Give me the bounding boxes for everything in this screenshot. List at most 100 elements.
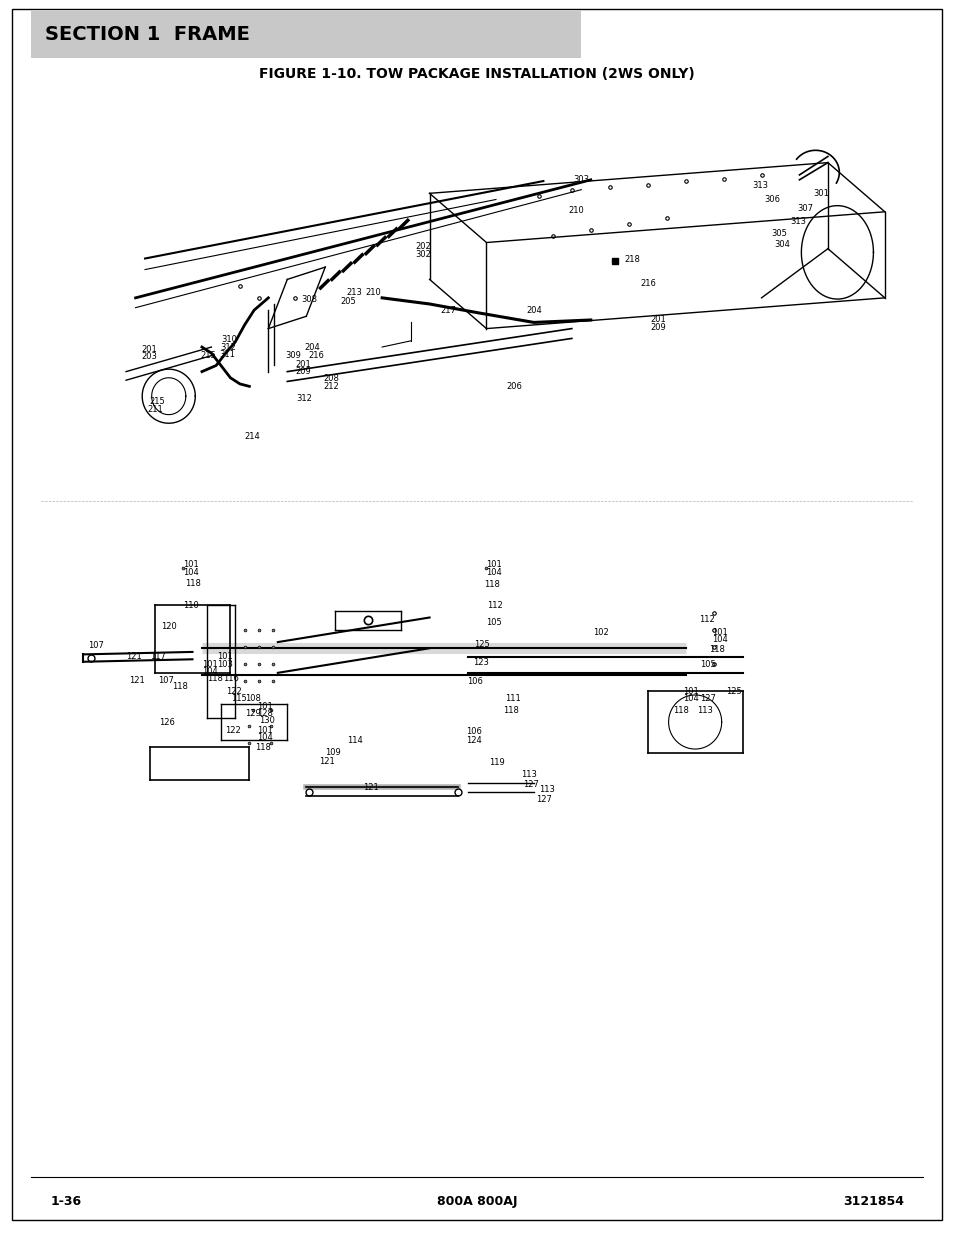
Text: 206: 206 <box>506 382 521 390</box>
Text: 121: 121 <box>318 757 334 766</box>
Text: 201: 201 <box>141 345 157 354</box>
Text: 210: 210 <box>365 289 380 298</box>
Text: 118: 118 <box>673 706 688 715</box>
Text: 102: 102 <box>592 627 608 637</box>
Text: 209: 209 <box>650 322 665 332</box>
Text: 217: 217 <box>439 305 456 315</box>
Text: 124: 124 <box>465 736 481 745</box>
Text: 208: 208 <box>323 374 339 384</box>
Text: 101: 101 <box>256 701 273 710</box>
Text: 1-36: 1-36 <box>51 1195 81 1208</box>
Text: 101: 101 <box>682 687 698 695</box>
Text: 103: 103 <box>217 659 233 668</box>
Text: 204: 204 <box>304 342 320 352</box>
Text: 129: 129 <box>244 709 260 718</box>
Text: 109: 109 <box>325 748 340 757</box>
Text: 104: 104 <box>202 667 217 676</box>
Text: 313: 313 <box>751 182 767 190</box>
Text: 121: 121 <box>126 652 142 661</box>
Text: 202: 202 <box>415 242 431 251</box>
Text: SECTION 1  FRAME: SECTION 1 FRAME <box>46 25 250 44</box>
Text: 113: 113 <box>697 706 712 715</box>
Text: 118: 118 <box>207 674 222 683</box>
Text: 127: 127 <box>523 781 538 789</box>
Text: 304: 304 <box>773 241 789 249</box>
Text: 106: 106 <box>467 677 483 685</box>
Text: 305: 305 <box>770 230 786 238</box>
Text: 214: 214 <box>244 432 260 441</box>
Text: 111: 111 <box>505 694 520 703</box>
FancyBboxPatch shape <box>31 11 580 58</box>
Text: 114: 114 <box>347 736 362 745</box>
Text: 311: 311 <box>219 350 234 359</box>
Text: 118: 118 <box>172 682 188 690</box>
Text: 130: 130 <box>258 716 274 725</box>
Text: 201: 201 <box>294 359 311 369</box>
Text: 125: 125 <box>725 687 741 695</box>
Text: 104: 104 <box>183 568 198 577</box>
Text: 105: 105 <box>486 618 501 627</box>
Text: 213: 213 <box>346 289 361 298</box>
Text: 310: 310 <box>221 335 236 345</box>
Text: 209: 209 <box>294 367 311 377</box>
Text: 106: 106 <box>465 727 481 736</box>
Text: 112: 112 <box>699 615 714 625</box>
Text: 108: 108 <box>244 694 260 703</box>
Text: 101: 101 <box>217 652 233 661</box>
Text: 104: 104 <box>486 568 501 577</box>
Text: 127: 127 <box>700 694 715 703</box>
Text: 308: 308 <box>301 295 317 304</box>
Text: 201: 201 <box>650 315 665 325</box>
Text: 113: 113 <box>538 785 554 794</box>
Text: 121: 121 <box>129 676 145 684</box>
Text: 312: 312 <box>220 342 235 352</box>
Text: 127: 127 <box>536 795 551 804</box>
Text: 107: 107 <box>88 641 104 651</box>
Text: 122: 122 <box>226 687 241 695</box>
Text: 101: 101 <box>712 627 727 637</box>
Text: 309: 309 <box>285 351 301 361</box>
Text: 110: 110 <box>183 600 198 610</box>
Text: 128: 128 <box>256 709 273 718</box>
Text: 307: 307 <box>797 204 813 212</box>
Text: 107: 107 <box>158 676 174 684</box>
Text: 125: 125 <box>474 640 490 650</box>
Text: 123: 123 <box>473 658 489 667</box>
Text: 101: 101 <box>486 561 501 569</box>
Text: 306: 306 <box>763 195 780 204</box>
Text: 3121854: 3121854 <box>841 1195 902 1208</box>
Text: 215: 215 <box>200 351 215 361</box>
Text: 211: 211 <box>148 405 164 414</box>
Text: 115: 115 <box>232 694 247 703</box>
Text: 101: 101 <box>183 561 198 569</box>
Text: 800A 800AJ: 800A 800AJ <box>436 1195 517 1208</box>
Text: 301: 301 <box>813 189 829 198</box>
Text: FIGURE 1-10. TOW PACKAGE INSTALLATION (2WS ONLY): FIGURE 1-10. TOW PACKAGE INSTALLATION (2… <box>259 67 694 82</box>
Text: 312: 312 <box>296 394 313 403</box>
Text: 101: 101 <box>256 726 273 735</box>
Text: 303: 303 <box>573 175 589 184</box>
Text: 218: 218 <box>623 256 639 264</box>
Text: 204: 204 <box>526 305 541 315</box>
Text: 117: 117 <box>150 652 166 661</box>
Text: 203: 203 <box>141 352 157 362</box>
Text: 104: 104 <box>256 734 273 742</box>
Text: 210: 210 <box>567 206 583 215</box>
Text: 113: 113 <box>521 771 537 779</box>
Text: 118: 118 <box>484 579 500 589</box>
Text: 120: 120 <box>161 621 176 631</box>
Text: 212: 212 <box>323 382 338 390</box>
Text: 302: 302 <box>415 251 431 259</box>
Text: 216: 216 <box>308 351 324 361</box>
Text: 118: 118 <box>185 578 200 588</box>
Text: 216: 216 <box>639 279 656 288</box>
Text: 105: 105 <box>700 659 715 668</box>
Text: 118: 118 <box>709 645 724 655</box>
Text: 104: 104 <box>712 635 727 645</box>
Text: 101: 101 <box>202 659 217 668</box>
Text: 116: 116 <box>223 674 238 683</box>
Text: 121: 121 <box>363 783 378 792</box>
Text: 112: 112 <box>487 600 502 610</box>
Text: 126: 126 <box>159 718 175 726</box>
Text: 118: 118 <box>502 706 517 715</box>
